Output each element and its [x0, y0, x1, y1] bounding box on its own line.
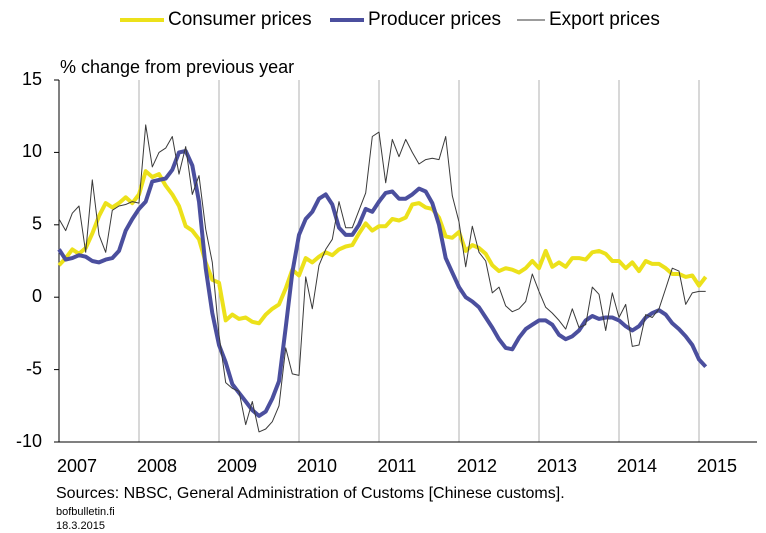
- x-tick-label: 2015: [697, 456, 737, 476]
- y-tick-label: -5: [26, 358, 42, 378]
- axis-label: % change from previous year: [60, 57, 294, 77]
- y-tick-label: 5: [32, 214, 42, 234]
- y-tick-label: -10: [16, 431, 42, 451]
- legend-label: Producer prices: [368, 9, 501, 30]
- legend-label: Export prices: [549, 9, 660, 30]
- x-tick-label: 2009: [217, 456, 257, 476]
- y-tick-label: 10: [22, 141, 42, 161]
- x-tick-label: 2013: [537, 456, 577, 476]
- x-tick-label: 2011: [378, 456, 417, 476]
- x-tick-label: 2007: [57, 456, 97, 476]
- y-tick-label: 0: [32, 286, 42, 306]
- site: bofbulletin.fi: [56, 506, 115, 518]
- date: 18.3.2015: [56, 520, 105, 532]
- x-tick-label: 2012: [457, 456, 497, 476]
- source: Sources: NBSC, General Administration of…: [56, 485, 565, 502]
- series-line: [57, 149, 708, 418]
- x-tick-label: 2008: [137, 456, 177, 476]
- series-line: [58, 124, 706, 433]
- x-tick-label: 2014: [617, 456, 657, 476]
- x-tick-label: 2010: [297, 456, 337, 476]
- y-tick-label: 15: [22, 69, 42, 89]
- legend-label: Consumer prices: [168, 9, 312, 30]
- series-line: [57, 169, 708, 326]
